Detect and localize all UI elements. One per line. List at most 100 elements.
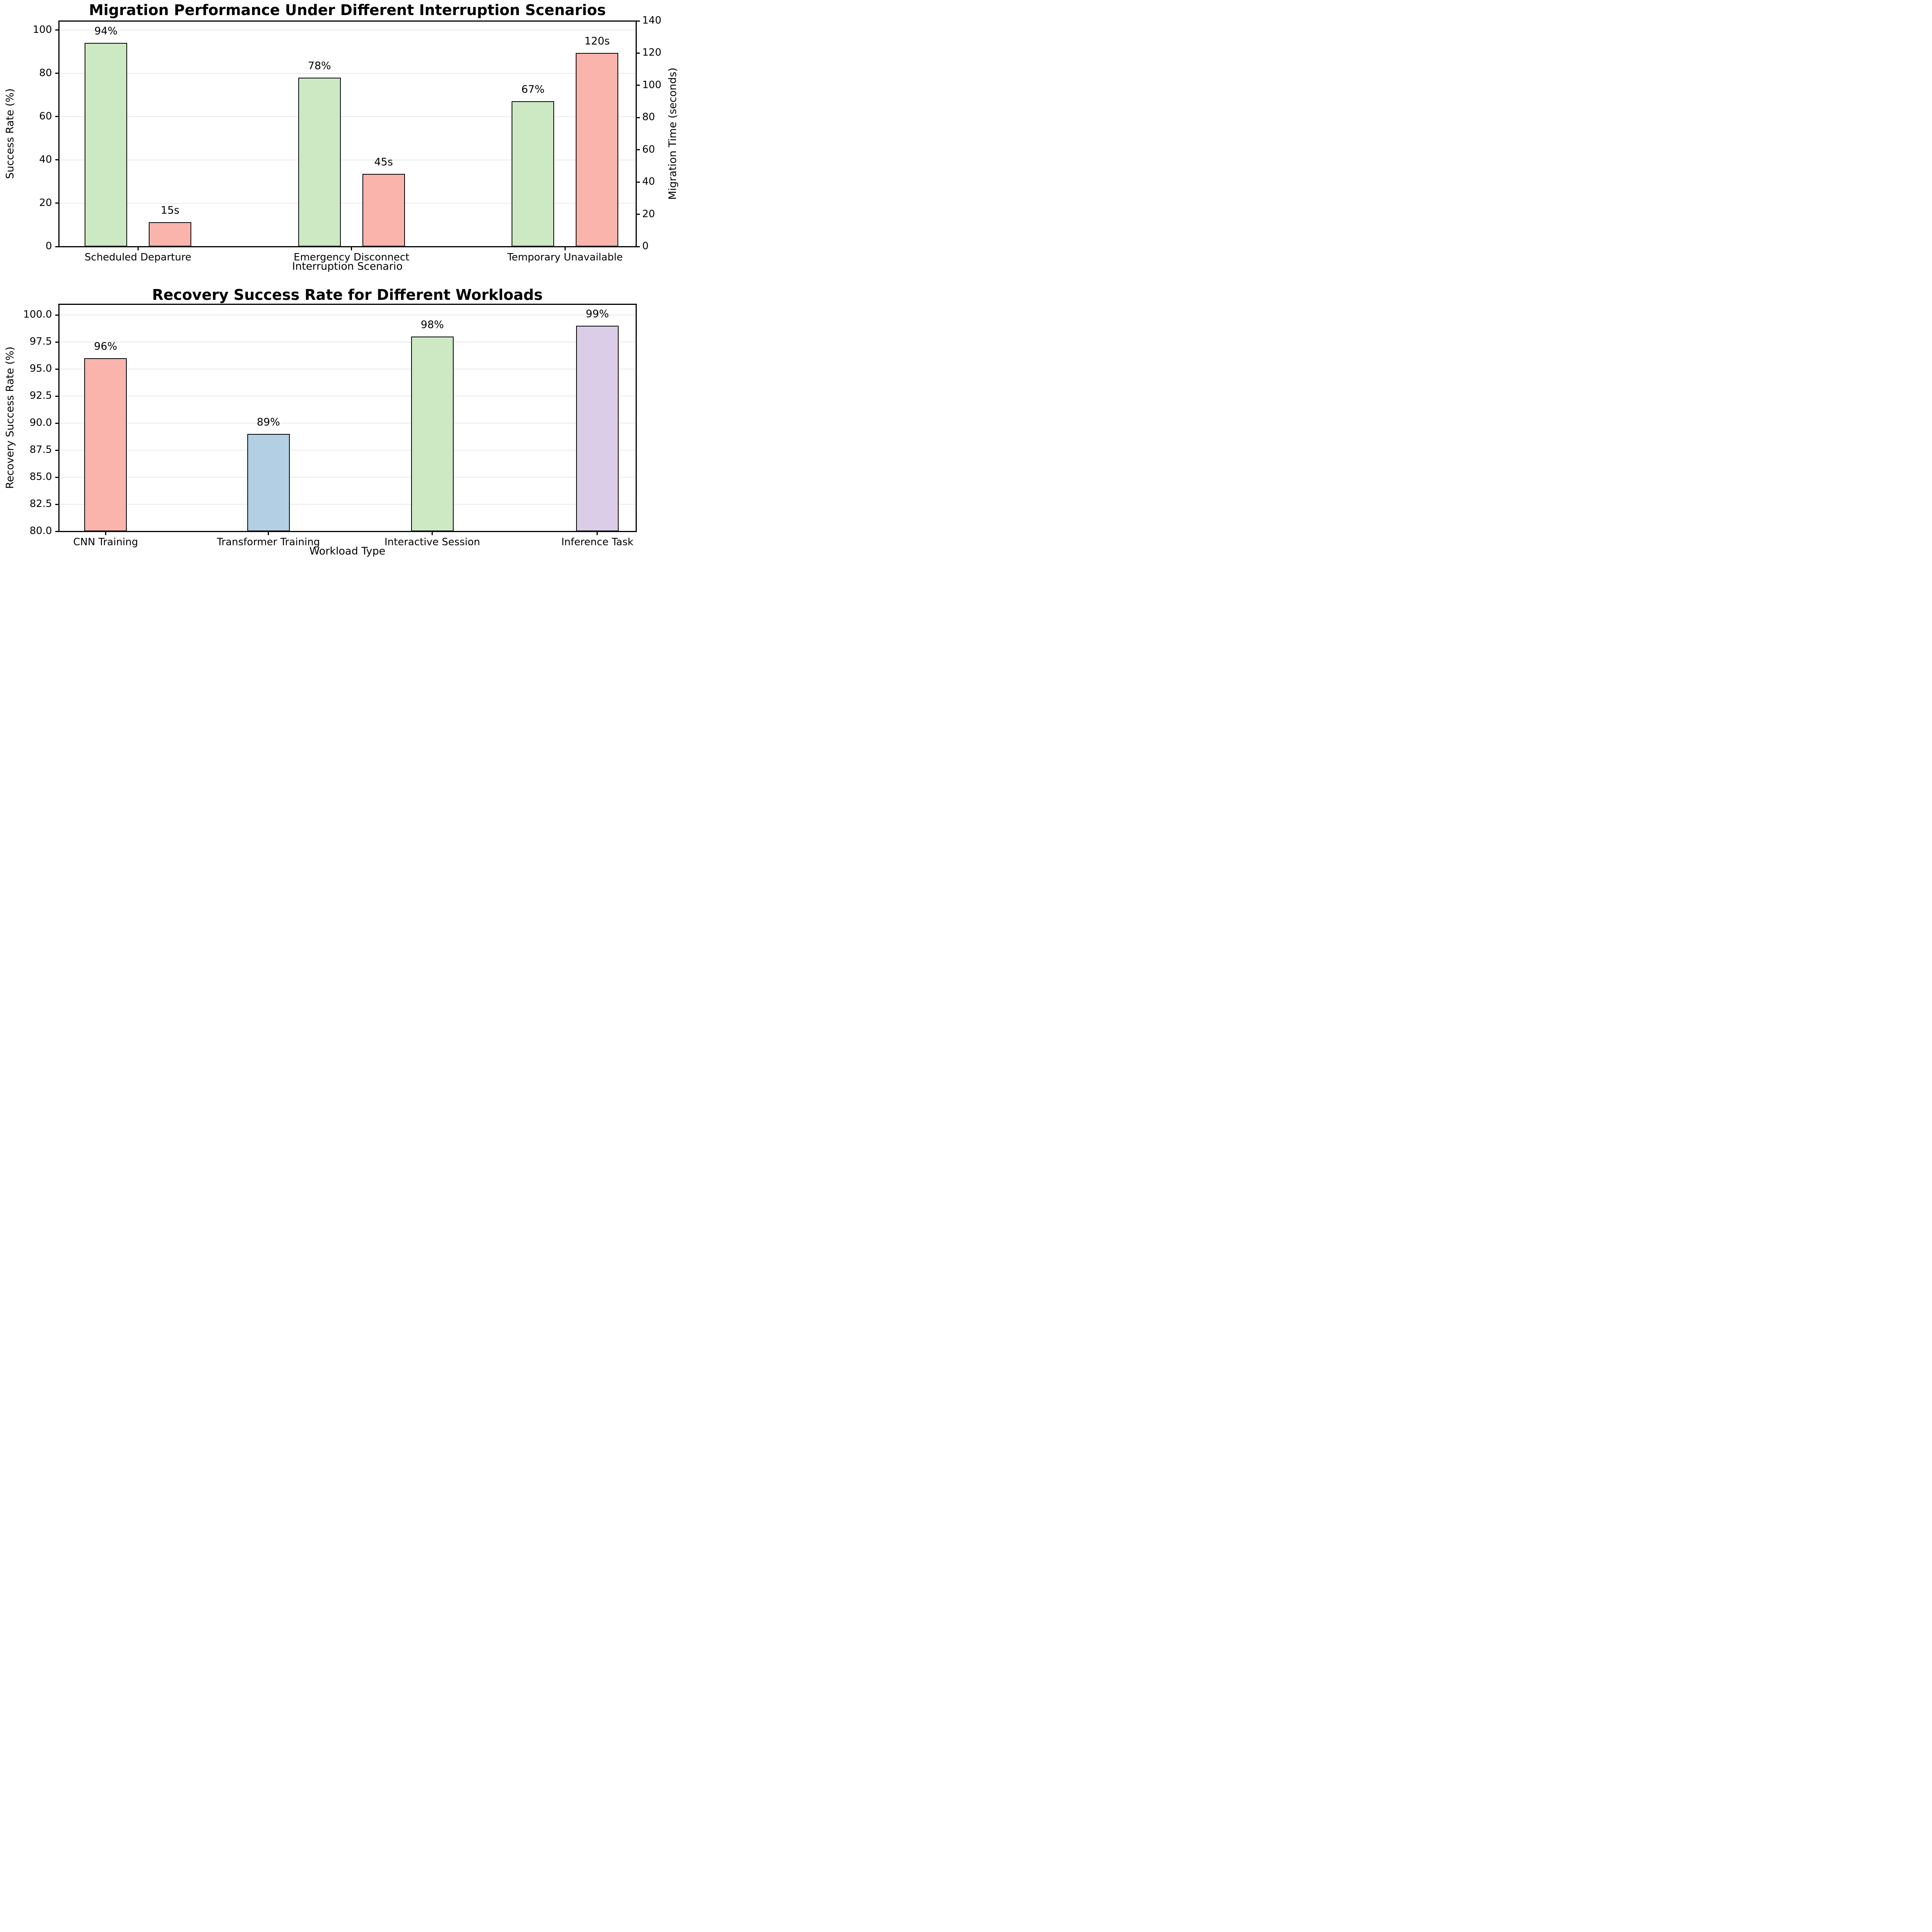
bar-emergency-disconnect — [362, 174, 405, 247]
bar-value-label: 120s — [584, 35, 610, 48]
bar-cnn-training — [84, 358, 127, 531]
y-tick-label: 85.0 — [29, 471, 52, 483]
y2-tick-label: 20 — [642, 208, 655, 220]
gridline — [59, 450, 636, 451]
bar-value-label: 99% — [585, 308, 609, 320]
y2-tick-label: 120 — [642, 47, 662, 59]
y-tick-mark — [55, 503, 59, 505]
bar-value-label: 94% — [94, 25, 118, 37]
chart1-title: Migration Performance Under Different In… — [89, 2, 606, 19]
axis-spine-bottom — [58, 246, 637, 247]
axis-spine-top — [58, 304, 637, 305]
bar-scheduled-departure — [149, 222, 192, 247]
y-tick-label: 0 — [45, 240, 52, 252]
y2-tick-mark — [636, 52, 640, 54]
y2-tick-label: 40 — [642, 176, 655, 188]
y-tick-label: 87.5 — [29, 444, 52, 456]
axis-spine-top — [58, 20, 637, 22]
y-tick-mark — [55, 246, 59, 247]
x-tick-mark — [268, 531, 269, 535]
y2-tick-label: 100 — [642, 79, 662, 91]
category-label-emergency-disconnect: Emergency Disconnect — [294, 252, 410, 263]
chart2-x-axis-label: Workload Type — [309, 545, 386, 557]
chart1-x-axis-label: Interruption Scenario — [292, 260, 403, 272]
bar-value-label: 96% — [94, 340, 117, 353]
x-tick-mark — [137, 247, 139, 250]
y2-tick-label: 0 — [642, 240, 649, 252]
bar-temporary-unavailable — [576, 53, 619, 247]
y-tick-label: 82.5 — [29, 498, 52, 510]
bar-transformer-training — [247, 434, 290, 531]
y2-tick-mark — [636, 181, 640, 183]
bar-inference-task — [576, 326, 619, 531]
y-tick-mark — [55, 395, 59, 397]
y2-tick-mark — [636, 214, 640, 215]
gridline — [59, 202, 636, 204]
y-tick-label: 60 — [39, 110, 52, 122]
y2-tick-label: 140 — [642, 15, 662, 26]
y-tick-label: 90.0 — [29, 417, 52, 429]
axis-spine-bottom — [58, 531, 637, 532]
x-tick-mark — [597, 531, 598, 535]
chart2-title: Recovery Success Rate for Different Work… — [152, 286, 543, 303]
y-tick-label: 80 — [39, 67, 52, 79]
y2-tick-label: 60 — [642, 143, 655, 155]
category-label-cnn-training: CNN Training — [73, 536, 138, 548]
y-tick-label: 100 — [32, 24, 52, 36]
gridline — [59, 116, 636, 117]
category-label-scheduled-departure: Scheduled Departure — [85, 252, 192, 263]
y-tick-mark — [55, 368, 59, 370]
bar-emergency-disconnect — [298, 77, 341, 247]
axis-spine-left — [58, 20, 60, 247]
category-label-interactive-session: Interactive Session — [384, 536, 480, 548]
bar-value-label: 45s — [374, 156, 393, 168]
y2-tick-mark — [636, 149, 640, 151]
bar-temporary-unavailable — [512, 101, 554, 247]
gridline — [59, 477, 636, 478]
y-tick-mark — [55, 476, 59, 478]
y-tick-mark — [55, 341, 59, 343]
category-label-temporary-unavailable: Temporary Unavailable — [507, 252, 623, 263]
y-tick-label: 40 — [39, 153, 52, 165]
y2-tick-mark — [636, 85, 640, 86]
axis-spine-right — [635, 304, 637, 532]
bar-scheduled-departure — [85, 43, 128, 247]
bar-value-label: 15s — [160, 204, 180, 217]
y-tick-label: 92.5 — [29, 390, 52, 402]
bar-value-label: 78% — [308, 60, 331, 72]
y2-tick-label: 80 — [642, 111, 655, 123]
y-tick-label: 20 — [39, 197, 52, 209]
y2-tick-mark — [636, 246, 640, 247]
gridline — [59, 504, 636, 505]
bar-interactive-session — [411, 337, 454, 531]
y-tick-label: 100.0 — [23, 309, 52, 321]
y-tick-mark — [55, 449, 59, 451]
bar-value-label: 98% — [420, 319, 444, 331]
axis-spine-right — [635, 20, 637, 247]
y-tick-mark — [55, 422, 59, 424]
x-tick-mark — [105, 531, 106, 535]
category-label-inference-task: Inference Task — [561, 536, 634, 548]
axis-spine-left — [58, 304, 60, 532]
y-tick-mark — [55, 314, 59, 316]
chart1-y-axis-label-left: Success Rate (%) — [4, 88, 16, 179]
y-tick-mark — [55, 29, 59, 31]
y-tick-mark — [55, 159, 59, 161]
y2-tick-mark — [636, 117, 640, 118]
x-tick-mark — [351, 247, 352, 250]
bar-value-label: 89% — [257, 416, 280, 429]
gridline — [59, 73, 636, 74]
figure-canvas: Migration Performance Under Different In… — [0, 0, 683, 567]
y-tick-label: 95.0 — [29, 363, 52, 375]
y-tick-mark — [55, 73, 59, 74]
bar-value-label: 67% — [521, 83, 545, 96]
y-tick-label: 97.5 — [29, 336, 52, 348]
x-tick-mark — [432, 531, 433, 535]
y-tick-mark — [55, 116, 59, 117]
y2-tick-mark — [636, 20, 640, 22]
y-tick-mark — [55, 202, 59, 204]
gridline — [59, 29, 636, 31]
y-tick-label: 80.0 — [29, 525, 52, 537]
x-tick-mark — [564, 247, 566, 250]
category-label-transformer-training: Transformer Training — [217, 536, 320, 548]
